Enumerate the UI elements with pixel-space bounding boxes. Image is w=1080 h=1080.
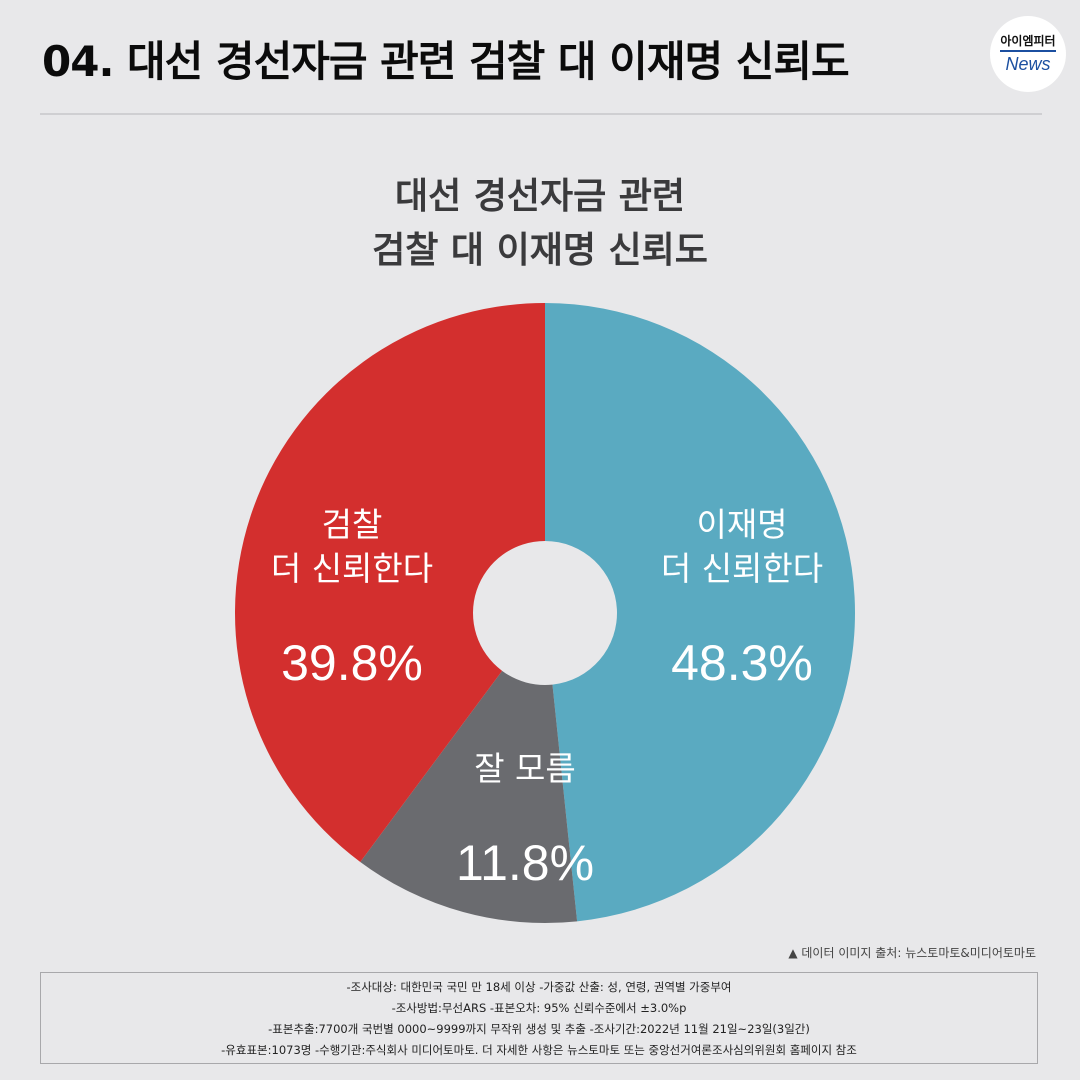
- slice-label: 검찰: [322, 505, 383, 544]
- survey-note-line: -조사대상: 대한민국 국민 만 18세 이상 -가중값 산출: 성, 연령, …: [346, 980, 732, 994]
- survey-note-line: -유효표본:1073명 -수행기관:주식회사 미디어토마토. 더 자세한 사항은…: [221, 1043, 857, 1057]
- brand-logo: 아이엠피터 News: [990, 16, 1066, 92]
- slice-value-label: 48.3%: [671, 635, 813, 691]
- chart-title: 대선 경선자금 관련 검찰 대 이재명 신뢰도: [0, 170, 1080, 278]
- slice-label: 더 신뢰한다: [271, 549, 433, 588]
- slice-label: 더 신뢰한다: [661, 549, 823, 588]
- pie-slice: [360, 670, 578, 923]
- slice-value-label: 11.8%: [456, 835, 594, 891]
- slice-label: 이재명: [696, 505, 787, 544]
- source-note: ▲ 데이터 이미지 출처: 뉴스토마토&미디어토마토: [788, 946, 1036, 960]
- survey-notes: -조사대상: 대한민국 국민 만 18세 이상 -가중값 산출: 성, 연령, …: [40, 972, 1038, 1064]
- survey-note-line: -조사방법:무선ARS -표본오차: 95% 신뢰수준에서 ±3.0%p: [391, 1001, 687, 1015]
- logo-text-bottom: News: [1005, 54, 1051, 74]
- slice-value-label: 39.8%: [281, 635, 423, 691]
- slice-label: 잘 모름: [474, 749, 576, 788]
- page-title: 04. 대선 경선자금 관련 검찰 대 이재명 신뢰도: [42, 37, 850, 86]
- survey-note-line: -표본추출:7700개 국번별 0000~9999까지 무작위 생성 및 추출 …: [268, 1022, 810, 1036]
- logo-text-top: 아이엠피터: [1000, 34, 1056, 48]
- chart-title-line-2: 검찰 대 이재명 신뢰도: [372, 230, 708, 271]
- pie-slice: [545, 303, 855, 922]
- pie-slice: [234, 303, 545, 862]
- header-divider: [40, 113, 1042, 115]
- logo-divider: [1000, 50, 1056, 52]
- chart-title-line-1: 대선 경선자금 관련: [394, 176, 686, 217]
